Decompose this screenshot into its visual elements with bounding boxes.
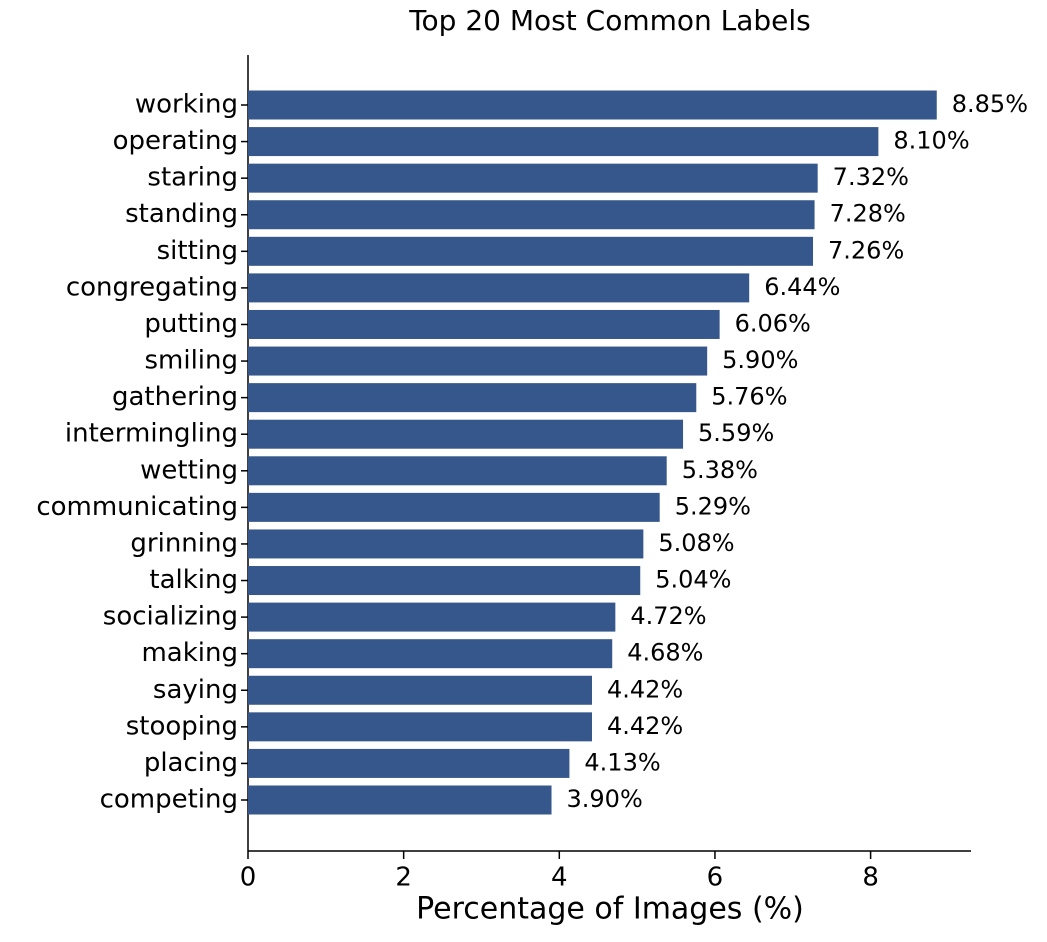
y-tick-label: competing xyxy=(100,785,238,815)
y-tick-label: saying xyxy=(153,675,238,705)
value-label: 7.26% xyxy=(828,236,904,264)
value-label: 4.13% xyxy=(584,748,660,776)
value-label: 6.44% xyxy=(764,273,840,301)
value-label: 5.08% xyxy=(658,529,734,557)
bar xyxy=(248,675,592,705)
bar xyxy=(248,419,684,449)
bar xyxy=(248,200,815,230)
value-label: 5.04% xyxy=(655,566,731,594)
value-label: 7.32% xyxy=(833,163,909,191)
y-tick-label: staring xyxy=(147,163,238,193)
y-tick-label: smiling xyxy=(144,346,238,376)
y-tick-label: placing xyxy=(144,748,238,778)
bar xyxy=(248,785,552,815)
y-tick-label: intermingling xyxy=(65,419,238,449)
bar xyxy=(248,602,616,632)
bar xyxy=(248,236,814,266)
bar xyxy=(248,163,818,193)
y-tick-label: making xyxy=(141,638,238,668)
bar xyxy=(248,566,641,596)
y-tick-label: congregating xyxy=(66,272,238,302)
bar xyxy=(248,90,937,120)
y-tick-label: wetting xyxy=(140,455,238,485)
y-tick-label: putting xyxy=(144,309,238,339)
y-tick-label: communicating xyxy=(36,492,238,522)
bar xyxy=(248,127,879,157)
value-label: 5.90% xyxy=(722,346,798,374)
bar xyxy=(248,639,613,669)
value-label: 8.85% xyxy=(952,90,1028,118)
value-label: 8.10% xyxy=(893,127,969,155)
value-label: 4.42% xyxy=(607,675,683,703)
bar xyxy=(248,492,660,522)
bar xyxy=(248,383,697,413)
y-tick-label: socializing xyxy=(103,602,238,632)
value-label: 5.59% xyxy=(698,419,774,447)
x-tick-label: 0 xyxy=(240,863,257,893)
bar xyxy=(248,273,750,303)
value-label: 7.28% xyxy=(830,200,906,228)
bar xyxy=(248,456,667,486)
value-label: 4.42% xyxy=(607,712,683,740)
value-label: 4.72% xyxy=(630,602,706,630)
value-label: 5.38% xyxy=(682,456,758,484)
x-tick-label: 6 xyxy=(707,863,724,893)
chart-title: Top 20 Most Common Labels xyxy=(408,4,811,37)
y-tick-label: gathering xyxy=(112,382,238,412)
x-axis-label: Percentage of Images (%) xyxy=(416,892,804,927)
value-label: 6.06% xyxy=(735,309,811,337)
y-tick-label: working xyxy=(135,90,238,120)
y-tick-label: standing xyxy=(125,199,238,229)
y-tick-label: stooping xyxy=(126,711,238,741)
bar xyxy=(248,529,644,559)
y-tick-label: talking xyxy=(149,565,238,595)
value-label: 3.90% xyxy=(567,785,643,813)
bar xyxy=(248,346,708,376)
value-label: 4.68% xyxy=(627,639,703,667)
y-tick-label: grinning xyxy=(130,528,238,558)
bar xyxy=(248,712,592,742)
x-tick-label: 4 xyxy=(551,863,568,893)
bar xyxy=(248,309,720,339)
value-label: 5.76% xyxy=(711,383,787,411)
x-tick-label: 8 xyxy=(862,863,879,893)
y-tick-label: operating xyxy=(113,126,238,156)
y-tick-label: sitting xyxy=(157,236,238,266)
x-tick-label: 2 xyxy=(395,863,412,893)
bar xyxy=(248,748,570,778)
value-label: 5.29% xyxy=(675,492,751,520)
